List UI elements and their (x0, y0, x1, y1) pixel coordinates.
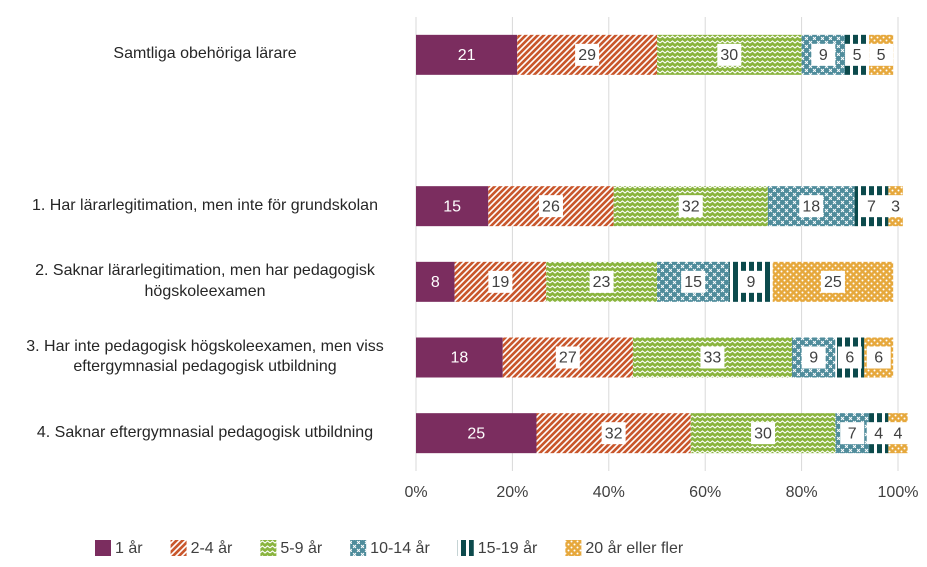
data-label-box (589, 270, 614, 293)
category-text: 2. Saknar lärarlegitimation, men har ped… (35, 262, 375, 300)
data-label: 26 (542, 198, 560, 215)
x-tick-label: 20% (496, 484, 528, 501)
data-label-box (681, 270, 706, 293)
data-label: 15 (684, 274, 702, 291)
data-label-box (555, 346, 580, 369)
data-label-box (799, 195, 824, 218)
legend-swatch (350, 540, 367, 556)
data-label-box (538, 195, 563, 218)
category-label: 2. Saknar lärarlegitimation, men har ped… (0, 244, 410, 320)
data-label-box (840, 422, 865, 445)
bar-segment (416, 34, 518, 75)
bar-segment (416, 413, 537, 454)
data-label: 32 (605, 425, 623, 442)
legend-label: 10-14 år (370, 539, 430, 557)
data-label: 4 (874, 425, 883, 442)
data-label-box (488, 270, 513, 293)
data-label-box (837, 346, 862, 369)
data-label-box (751, 422, 776, 445)
data-label: 9 (747, 274, 756, 291)
legend-label: 20 år eller fler (585, 539, 683, 557)
data-label: 25 (824, 274, 842, 291)
category-text: Samtliga obehöriga lärare (113, 45, 297, 63)
data-label: 33 (704, 350, 722, 367)
x-tick-label: 60% (689, 484, 721, 501)
data-label: 27 (559, 350, 577, 367)
data-label: 5 (853, 47, 862, 64)
category-text: 4. Saknar eftergymnasial pedagogisk utbi… (36, 423, 374, 441)
data-label-box (866, 422, 891, 445)
data-label: 3 (891, 198, 900, 215)
data-label-box (801, 346, 826, 369)
data-label: 7 (848, 425, 857, 442)
data-label: 23 (593, 274, 611, 291)
x-tick-label: 40% (593, 484, 625, 501)
category-text: 3. Har inte pedagogisk högskoleexamen, m… (26, 337, 384, 376)
data-label: 25 (467, 425, 485, 442)
data-label: 18 (450, 350, 468, 367)
data-label-box (700, 346, 725, 369)
x-tick-label: 100% (878, 484, 919, 501)
legend-label: 1 år (115, 539, 143, 557)
data-label: 30 (720, 47, 738, 64)
data-label: 5 (877, 47, 886, 64)
data-label: 8 (431, 274, 440, 291)
category-label: 4. Saknar eftergymnasial pedagogisk utbi… (0, 395, 410, 471)
data-label: 18 (802, 198, 820, 215)
data-label: 29 (578, 47, 596, 64)
bar-segment (416, 261, 455, 302)
x-tick-label: 0% (404, 484, 427, 501)
data-label-box (869, 43, 894, 66)
data-label-box (845, 43, 870, 66)
data-label: 15 (443, 198, 461, 215)
data-label-box (866, 346, 891, 369)
data-label-box (859, 195, 884, 218)
data-label-box (820, 270, 845, 293)
legend-label: 15-19 år (478, 539, 538, 557)
bar-segment (416, 186, 489, 227)
data-label-box (738, 270, 763, 293)
category-label: 3. Har inte pedagogisk högskoleexamen, m… (0, 320, 410, 396)
category-label: Samtliga obehöriga lärare (0, 17, 410, 93)
data-label: 9 (819, 47, 828, 64)
legend-swatch (260, 540, 277, 556)
data-label: 32 (682, 198, 700, 215)
data-label-box (575, 43, 600, 66)
data-label: 4 (894, 425, 903, 442)
category-label: 1. Har lärarlegitimation, men inte för g… (0, 168, 410, 244)
data-label-box (883, 195, 908, 218)
legend-swatch (170, 540, 187, 556)
data-label: 6 (874, 350, 883, 367)
data-label-box (886, 422, 910, 445)
data-label-box (717, 43, 742, 66)
data-label-box (678, 195, 703, 218)
legend-swatch (95, 540, 111, 556)
data-label: 7 (867, 198, 876, 215)
data-label-box (601, 422, 626, 445)
bar-segment (416, 337, 503, 378)
data-label: 9 (809, 350, 818, 367)
x-tick-label: 80% (786, 484, 818, 501)
legend-swatch (457, 540, 474, 556)
data-label: 21 (458, 47, 476, 64)
data-label: 6 (845, 350, 854, 367)
data-label: 19 (491, 274, 509, 291)
data-label-box (811, 43, 836, 66)
data-label: 30 (754, 425, 772, 442)
legend-label: 5-9 år (280, 539, 322, 557)
category-text: 1. Har lärarlegitimation, men inte för g… (32, 196, 378, 214)
legend-swatch (565, 540, 582, 556)
legend-label: 2-4 år (191, 539, 233, 557)
